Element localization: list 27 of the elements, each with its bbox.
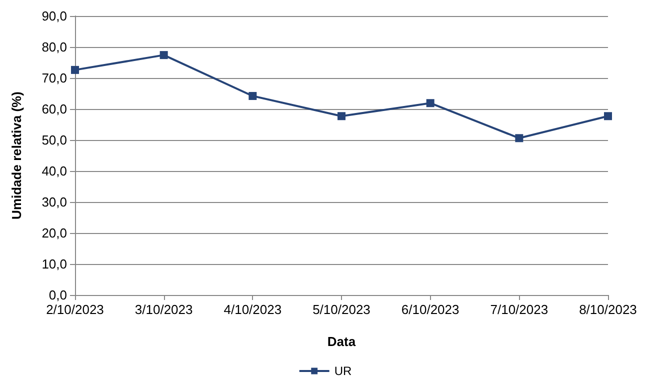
point [338, 112, 346, 120]
point [604, 112, 612, 120]
point [71, 66, 79, 74]
x-tick-label: 3/10/2023 [134, 302, 193, 317]
point [160, 51, 168, 60]
legend-label: UR [334, 364, 352, 378]
y-tick-label: 40,0 [42, 164, 67, 178]
point [515, 134, 524, 142]
y-tick-label: 20,0 [42, 226, 67, 240]
x-tick-label: 8/10/2023 [579, 302, 637, 317]
x-tick-label: 4/10/2023 [224, 302, 282, 317]
y-tick-label: 80,0 [42, 40, 67, 54]
y-tick-label: 70,0 [42, 70, 67, 86]
y-tick-label: 10,0 [42, 256, 67, 272]
x-tick-label: 2/10/2023 [46, 302, 104, 317]
point [426, 99, 434, 108]
x-tick-label: 6/10/2023 [401, 302, 460, 317]
y-tick-label: 60,0 [42, 102, 67, 116]
x-axis-title: Data [327, 334, 356, 349]
point [248, 92, 257, 100]
y-tick-label: 50,0 [42, 132, 67, 148]
y-tick-label: 0,0 [48, 288, 67, 302]
x-tick-label: 7/10/2023 [490, 302, 548, 317]
y-axis-title: Umidade relativa (%) [9, 92, 24, 220]
y-tick-label: 30,0 [42, 194, 67, 210]
y-tick-label: 90,0 [42, 8, 67, 24]
x-tick-label: 5/10/2023 [312, 302, 370, 317]
